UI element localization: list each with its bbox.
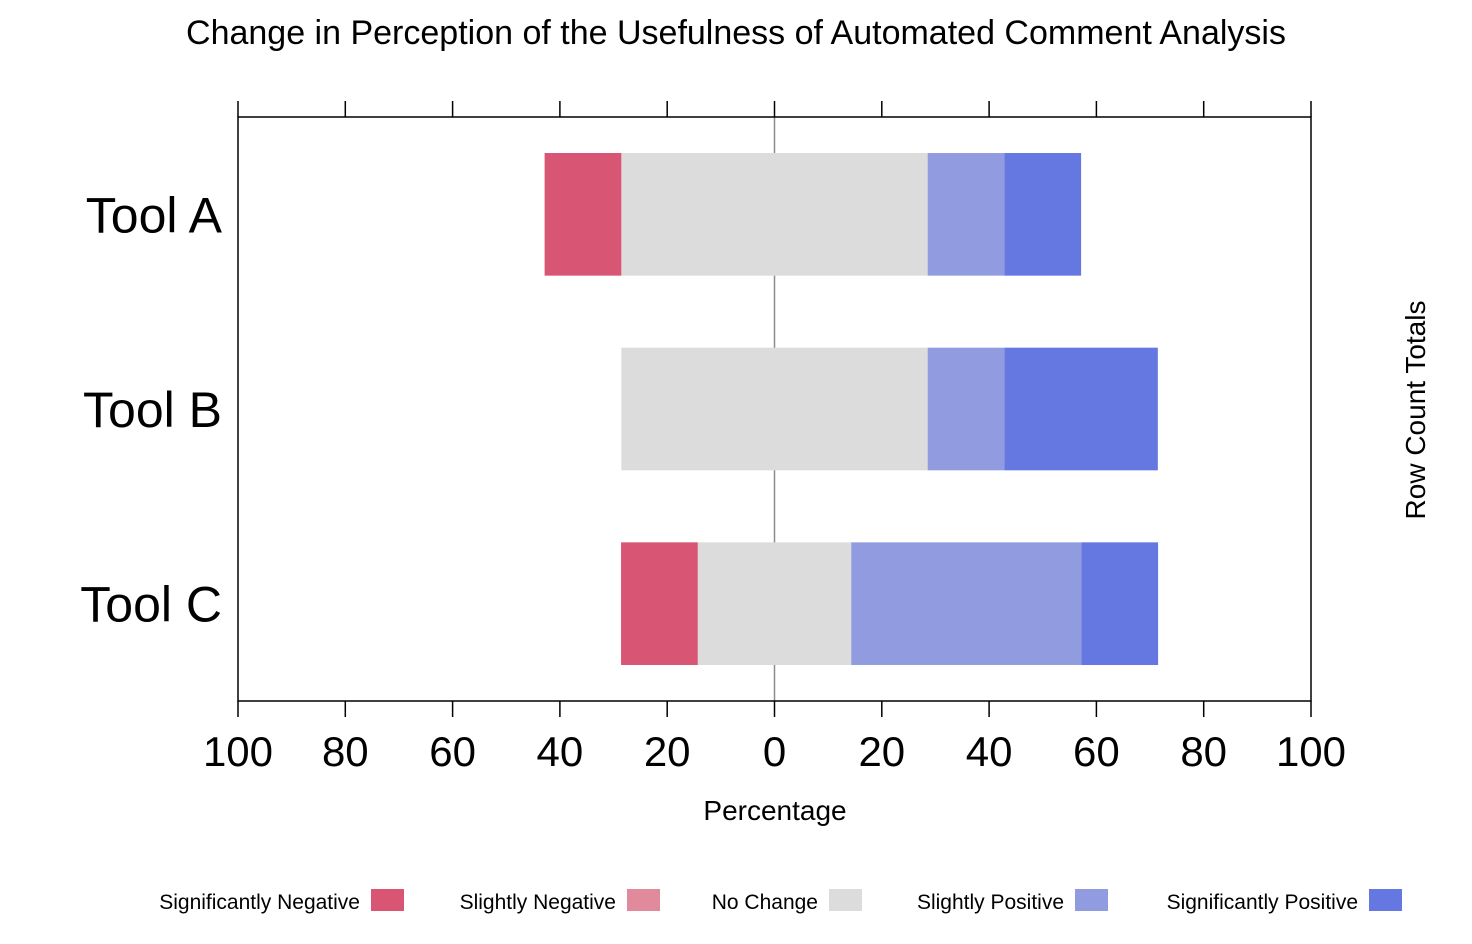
legend-label: Slightly Positive <box>917 891 1064 914</box>
legend-label: Slightly Negative <box>460 891 616 914</box>
legend-label: Significantly Positive <box>1167 891 1358 914</box>
x-tick-label: 20 <box>644 728 691 775</box>
legend-label: Significantly Negative <box>159 891 360 914</box>
bar-tool-a-significantly-positive <box>1004 153 1082 276</box>
bar-tool-c-no-change <box>697 542 852 665</box>
bar-tool-b-no-change <box>621 347 928 471</box>
x-tick-label: 100 <box>1276 728 1346 775</box>
bars-layer <box>544 117 1159 701</box>
legend-swatch <box>1075 889 1108 911</box>
x-tick-label: 80 <box>1180 728 1227 775</box>
legend-swatch <box>627 889 660 911</box>
x-axis-label: Percentage <box>703 795 846 826</box>
x-tick-label: 100 <box>203 728 273 775</box>
legend-label: No Change <box>712 891 818 914</box>
x-tick-label: 40 <box>537 728 584 775</box>
bar-tool-c-slightly-positive <box>851 542 1082 665</box>
x-tick-label: 80 <box>322 728 369 775</box>
category-label: Tool A <box>86 187 223 243</box>
x-tick-label: 0 <box>763 728 786 775</box>
category-label: Tool B <box>83 382 222 438</box>
legend: Significantly Negative Slightly Negative N… <box>159 889 1402 914</box>
bar-tool-a-no-change <box>621 153 928 276</box>
legend-item: Significantly Negative <box>159 889 404 914</box>
x-tick-label: 60 <box>1073 728 1120 775</box>
legend-item: No Change <box>712 889 862 914</box>
legend-item: Slightly Negative <box>460 889 660 914</box>
legend-swatch <box>371 889 404 911</box>
axis-layer <box>237 101 1312 717</box>
bar-tool-c-significantly-positive <box>1081 542 1159 665</box>
x-tick-label: 20 <box>858 728 905 775</box>
bar-tool-a-slightly-positive <box>927 153 1005 276</box>
bar-tool-a-significantly-negative <box>544 153 622 276</box>
labels-layer: Tool A Tool B Tool C 100 80 60 40 20 0 20 40 60 80 10… <box>80 187 1346 775</box>
legend-swatch <box>1369 889 1402 911</box>
bar-tool-c-significantly-negative <box>621 542 698 665</box>
bar-tool-b-slightly-positive <box>927 347 1005 471</box>
legend-swatch <box>829 889 862 911</box>
x-tick-label: 60 <box>429 728 476 775</box>
legend-item: Slightly Positive <box>917 889 1108 914</box>
category-label: Tool C <box>80 577 222 633</box>
legend-item: Significantly Positive <box>1167 889 1402 914</box>
x-tick-label: 40 <box>966 728 1013 775</box>
bar-tool-b-significantly-positive <box>1004 347 1158 471</box>
chart-title: Change in Perception of the Usefulness o… <box>186 14 1286 52</box>
right-axis-label: Row Count Totals <box>1400 301 1431 520</box>
